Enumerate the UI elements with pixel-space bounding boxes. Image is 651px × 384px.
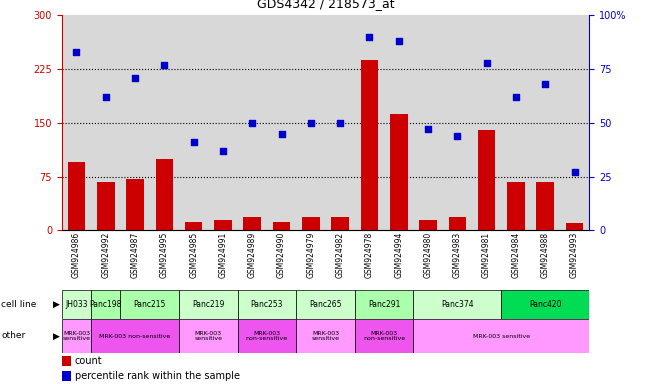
Bar: [355, 290, 413, 319]
Bar: [507, 182, 525, 230]
Point: [305, 120, 316, 126]
Bar: [97, 182, 115, 230]
Text: MRK-003 non-sensitive: MRK-003 non-sensitive: [100, 333, 171, 339]
Text: Panc420: Panc420: [529, 300, 561, 309]
Bar: [390, 114, 408, 230]
Bar: [296, 319, 355, 353]
Point: [364, 34, 374, 40]
Point: [217, 148, 228, 154]
Text: GSM924991: GSM924991: [219, 232, 227, 278]
Bar: [185, 222, 202, 230]
Point: [569, 169, 579, 175]
Text: GSM924985: GSM924985: [189, 232, 198, 278]
Bar: [214, 220, 232, 230]
Text: MRK-003
sensitive: MRK-003 sensitive: [311, 331, 340, 341]
Text: Panc253: Panc253: [251, 300, 283, 309]
Bar: [243, 217, 261, 230]
Bar: [536, 182, 554, 230]
Point: [423, 126, 434, 132]
Text: ▶: ▶: [53, 331, 61, 341]
Bar: [120, 290, 179, 319]
Text: GDS4342 / 218573_at: GDS4342 / 218573_at: [256, 0, 395, 10]
Point: [188, 139, 199, 145]
Bar: [91, 319, 179, 353]
Bar: [413, 290, 501, 319]
Text: MRK-003
sensitive: MRK-003 sensitive: [62, 331, 90, 341]
Point: [393, 38, 404, 44]
Bar: [179, 290, 238, 319]
Text: JH033: JH033: [65, 300, 88, 309]
Text: GSM924978: GSM924978: [365, 232, 374, 278]
Bar: [179, 319, 238, 353]
Bar: [355, 319, 413, 353]
Text: GSM924979: GSM924979: [307, 232, 315, 278]
Text: Panc215: Panc215: [133, 300, 166, 309]
Bar: [91, 290, 120, 319]
Text: GSM924988: GSM924988: [541, 232, 549, 278]
Text: cell line: cell line: [1, 300, 36, 309]
Point: [452, 133, 462, 139]
Text: GSM924989: GSM924989: [248, 232, 256, 278]
Text: percentile rank within the sample: percentile rank within the sample: [74, 371, 240, 381]
Bar: [273, 222, 290, 230]
Point: [276, 131, 286, 137]
Text: MRK-003 sensitive: MRK-003 sensitive: [473, 333, 530, 339]
Text: GSM924990: GSM924990: [277, 232, 286, 278]
Bar: [68, 162, 85, 230]
Bar: [156, 159, 173, 230]
Text: GSM924984: GSM924984: [512, 232, 520, 278]
Text: other: other: [1, 331, 25, 341]
Text: GSM924982: GSM924982: [336, 232, 344, 278]
Text: Panc291: Panc291: [368, 300, 400, 309]
Text: GSM924980: GSM924980: [424, 232, 432, 278]
Text: GSM924981: GSM924981: [482, 232, 491, 278]
Text: GSM924993: GSM924993: [570, 232, 579, 278]
Text: count: count: [74, 356, 102, 366]
Bar: [413, 319, 589, 353]
Text: Panc198: Panc198: [90, 300, 122, 309]
Bar: [566, 223, 583, 230]
Text: GSM924987: GSM924987: [131, 232, 139, 278]
Bar: [449, 217, 466, 230]
Bar: [62, 371, 72, 381]
Point: [510, 94, 521, 100]
Point: [247, 120, 257, 126]
Bar: [331, 217, 349, 230]
Bar: [238, 290, 296, 319]
Text: Panc374: Panc374: [441, 300, 474, 309]
Point: [335, 120, 345, 126]
Text: GSM924994: GSM924994: [395, 232, 403, 278]
Bar: [361, 60, 378, 230]
Text: MRK-003
non-sensitive: MRK-003 non-sensitive: [246, 331, 288, 341]
Point: [130, 74, 140, 81]
Point: [481, 60, 492, 66]
Text: GSM924986: GSM924986: [72, 232, 81, 278]
Point: [159, 62, 169, 68]
Point: [540, 81, 550, 87]
Point: [100, 94, 111, 100]
Bar: [296, 290, 355, 319]
Bar: [478, 130, 495, 230]
Text: ▶: ▶: [53, 300, 61, 309]
Text: MRK-003
non-sensitive: MRK-003 non-sensitive: [363, 331, 405, 341]
Bar: [501, 290, 589, 319]
Text: Panc219: Panc219: [192, 300, 225, 309]
Bar: [419, 220, 437, 230]
Text: GSM924983: GSM924983: [453, 232, 462, 278]
Bar: [62, 290, 91, 319]
Point: [71, 49, 82, 55]
Bar: [126, 179, 144, 230]
Text: GSM924992: GSM924992: [102, 232, 110, 278]
Text: GSM924995: GSM924995: [160, 232, 169, 278]
Text: Panc265: Panc265: [309, 300, 342, 309]
Bar: [62, 356, 72, 366]
Bar: [238, 319, 296, 353]
Text: MRK-003
sensitive: MRK-003 sensitive: [194, 331, 223, 341]
Bar: [62, 319, 91, 353]
Bar: [302, 217, 320, 230]
